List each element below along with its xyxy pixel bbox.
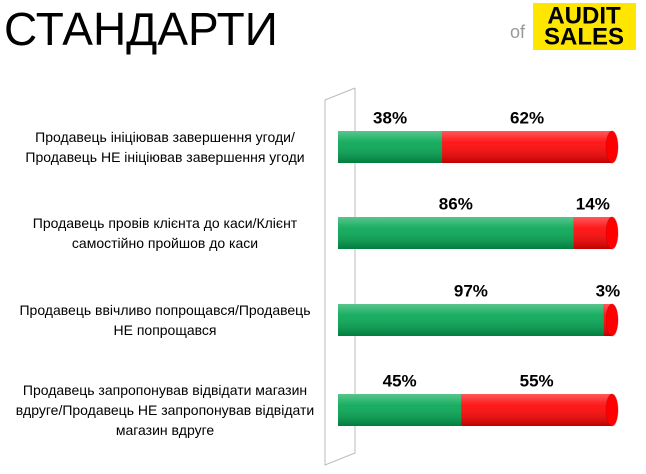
category-label: Продавець провів клієнта до каси/Клієнт …	[32, 215, 298, 251]
value-label: 86%	[439, 194, 473, 213]
chart-title: СТАНДАРТИ	[4, 3, 278, 55]
value-label: 97%	[454, 281, 488, 300]
value-label: 3%	[596, 281, 621, 300]
logo-line: SALES	[544, 23, 624, 50]
bar-shade	[338, 217, 574, 249]
bar-shade	[442, 131, 612, 163]
bar-shade	[338, 304, 604, 336]
bar-cap	[605, 130, 619, 164]
value-label: 14%	[576, 194, 610, 213]
bar-shade	[573, 217, 612, 249]
bar-shade	[461, 394, 612, 426]
bar-cap	[605, 303, 619, 337]
bar-shade	[338, 131, 443, 163]
value-label: 45%	[383, 371, 417, 390]
value-label: 62%	[510, 108, 544, 127]
category-label: Продавець запропонував відвідати магазин…	[15, 382, 315, 438]
value-label: 38%	[373, 108, 407, 127]
bar-cap	[605, 393, 619, 427]
logo-prefix: of	[510, 22, 526, 42]
category-label: Продавець ініціював завершення угоди/Про…	[25, 129, 305, 165]
category-label: Продавець ввічливо попрощався/Продавець …	[19, 302, 311, 338]
value-label: 55%	[520, 371, 554, 390]
logo-line: AUDIT	[547, 2, 621, 29]
bar-shade	[338, 394, 462, 426]
bar-cap	[605, 216, 619, 250]
logo-box	[533, 3, 636, 50]
